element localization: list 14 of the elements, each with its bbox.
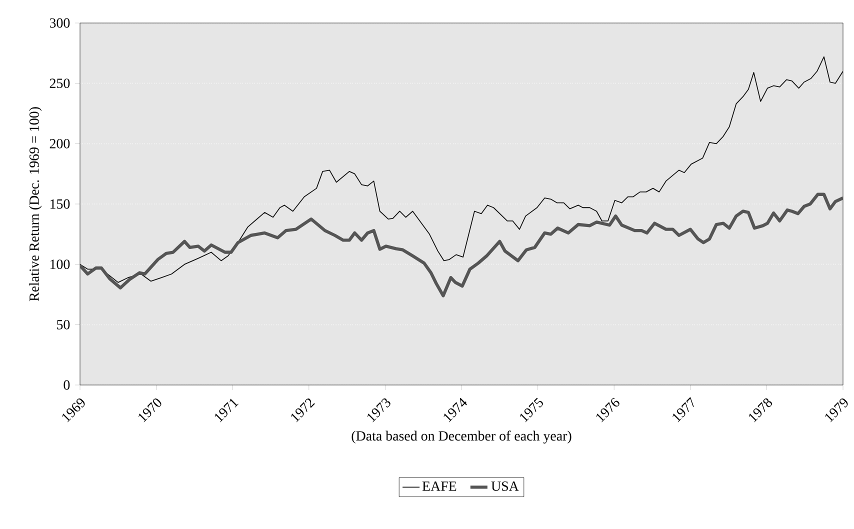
y-tick-label: 300 bbox=[50, 18, 70, 28]
legend-label: USA bbox=[491, 482, 519, 491]
y-tick-label: 50 bbox=[57, 320, 70, 330]
y-tick-label: 0 bbox=[64, 380, 70, 390]
line-series bbox=[80, 192, 844, 298]
y-tick-label: 150 bbox=[50, 199, 70, 209]
x-axis-title: (Data based on December of each year) bbox=[352, 430, 572, 444]
line-series bbox=[80, 56, 844, 283]
legend-label: EAFE bbox=[422, 482, 456, 491]
y-tick-label: 100 bbox=[50, 260, 70, 270]
y-tick-label: 250 bbox=[50, 78, 70, 88]
y-tick-label: 200 bbox=[50, 138, 70, 148]
x-tick-label: 1970 bbox=[138, 398, 162, 422]
y-axis-title: Relative Return (Dec. 1969 = 100) bbox=[29, 107, 42, 302]
